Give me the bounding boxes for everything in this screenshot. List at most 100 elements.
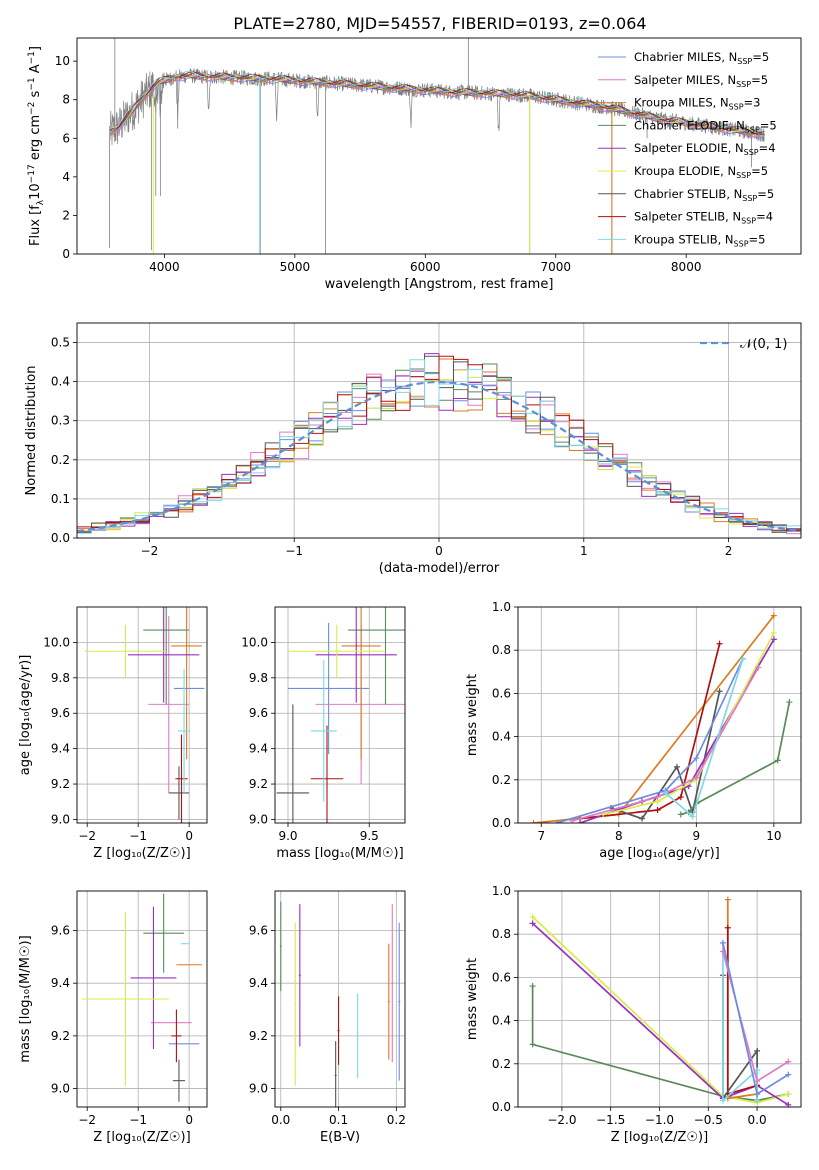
figure-title: PLATE=2780, MJD=54557, FIBERID=0193, z=0… <box>233 14 646 33</box>
weight-marker <box>553 820 560 823</box>
x-tick-label: −2 <box>78 829 96 843</box>
legend-label-n: =4 <box>756 210 773 224</box>
panel-weight-vs-age: 7 8 9 10 0.0 0.2 0.4 0.6 0.8 1.0 age [log₁₀(age/yr… <box>465 600 802 861</box>
plot-area <box>109 38 765 254</box>
x-tick-label: −0.5 <box>694 1113 723 1127</box>
y-axis-label-part: λ <box>36 199 46 205</box>
y-tick-label: 4 <box>62 170 70 184</box>
y-tick-label: 0.5 <box>51 336 70 350</box>
weight-line <box>531 986 789 1102</box>
y-tick-label: 9.4 <box>51 742 70 756</box>
weight-marker <box>719 1097 726 1104</box>
y-tick-label: 0.0 <box>492 1100 511 1114</box>
weight-line <box>726 899 758 1100</box>
y-tick-label: 9.2 <box>249 1029 268 1043</box>
y-tick-label: 9.0 <box>51 812 70 826</box>
weight-marker <box>774 757 781 764</box>
weight-marker <box>770 629 777 636</box>
weight-marker <box>786 699 793 706</box>
legend-label-n: =5 <box>751 164 768 178</box>
y-tick-label: 9.4 <box>51 976 70 990</box>
legend-label: 𝒩(0, 1) <box>740 337 787 352</box>
model-spectrum <box>109 74 765 136</box>
legend-label-sub: SSP <box>742 194 757 203</box>
y-axis-label-part: A <box>28 64 43 77</box>
legend-label-sub: SSP <box>745 125 760 134</box>
plot-area <box>82 893 202 1102</box>
x-tick-label: −1.5 <box>596 1113 625 1127</box>
y-tick-label: 0.6 <box>492 970 511 984</box>
legend-label-n: =5 <box>760 118 777 132</box>
x-tick-label: 0 <box>185 829 193 843</box>
weight-marker <box>716 688 723 695</box>
y-tick-label: 9.8 <box>51 671 70 685</box>
legend-label-sub: SSP <box>737 57 752 66</box>
y-tick-label: 0.8 <box>492 643 511 657</box>
weight-marker <box>785 1071 792 1078</box>
y-tick-label: 1.0 <box>492 600 511 614</box>
x-axis-label: Z [log₁₀(Z/Z☉)] <box>93 846 190 861</box>
x-tick-label: 5000 <box>280 260 311 274</box>
weight-line <box>722 942 758 1103</box>
x-tick-label: 2 <box>725 544 733 558</box>
x-tick-label: 0.1 <box>329 1113 348 1127</box>
x-tick-label: −1 <box>129 1113 147 1127</box>
weight-marker <box>530 820 537 823</box>
plot-area <box>529 896 792 1107</box>
legend-label: Salpeter MILES, NSSP=5 <box>634 73 768 89</box>
plot-area <box>84 607 205 823</box>
weight-line <box>726 927 758 1096</box>
y-tick-label: 6 <box>62 131 70 145</box>
plot-area <box>77 353 801 535</box>
y-axis-label: mass weight <box>465 674 480 756</box>
x-axis-label: mass [log₁₀(M/M☉)] <box>276 846 403 861</box>
x-axis-label: age [log₁₀(age/yr)] <box>599 846 720 861</box>
panel-weight-vs-Z: −2.0 −1.5 −1.0 −0.5 0.0 0.0 0.2 0.4 0.6 0.8 1.0 Z [… <box>465 884 802 1145</box>
x-tick-label: 8 <box>615 829 623 843</box>
legend-label-sub: SSP <box>729 103 744 112</box>
legend-label-n: =5 <box>757 187 774 201</box>
x-tick-label: 0 <box>185 1113 193 1127</box>
legend-label: Salpeter STELIB, NSSP=4 <box>634 210 773 226</box>
y-axis-label-part: −1 <box>27 77 37 90</box>
x-tick-label: 9.0 <box>278 829 297 843</box>
y-axis-label-part: erg cm <box>28 115 43 164</box>
weight-marker <box>662 789 669 796</box>
legend-label: Salpeter ELODIE, NSSP=4 <box>634 141 776 157</box>
y-tick-label: 0.3 <box>51 414 70 428</box>
legend-label-n: =5 <box>751 73 768 87</box>
y-tick-label: 8 <box>62 93 70 107</box>
x-tick-label: 0.0 <box>271 1113 290 1127</box>
y-tick-label: 10.0 <box>43 635 70 649</box>
weight-marker <box>654 794 661 801</box>
x-tick-label: 10 <box>766 829 781 843</box>
x-axis-label: wavelength [Angstrom, rest frame] <box>325 277 554 292</box>
weight-marker <box>529 913 536 920</box>
y-axis-label: Normed distribution <box>24 366 39 496</box>
y-tick-label: 9.0 <box>249 1082 268 1096</box>
y-tick-label: 0.4 <box>51 375 70 389</box>
weight-marker <box>654 807 661 814</box>
legend-label-text: Chabrier ELODIE, N <box>634 118 745 132</box>
legend-label-text: Salpeter MILES, N <box>634 73 736 87</box>
x-tick-label: −1.0 <box>645 1113 674 1127</box>
x-tick-label: 8000 <box>671 260 702 274</box>
residual-histogram <box>77 359 801 534</box>
weight-marker <box>529 983 536 990</box>
weight-marker <box>724 896 731 903</box>
x-axis-label: Z [log₁₀(Z/Z☉)] <box>611 1130 708 1145</box>
y-tick-label: 0 <box>62 247 70 261</box>
legend-label-text: Chabrier MILES, N <box>634 50 737 64</box>
y-tick-label: 9.0 <box>51 1082 70 1096</box>
normal-curve <box>77 380 801 533</box>
y-tick-label: 9.2 <box>249 777 268 791</box>
x-tick-label: −1 <box>285 544 303 558</box>
y-tick-label: 10 <box>55 54 70 68</box>
axes-frame <box>76 890 208 1108</box>
weight-marker <box>689 813 696 820</box>
legend-label: Chabrier ELODIE, NSSP=5 <box>634 118 777 134</box>
weight-marker <box>785 1058 792 1065</box>
weight-marker <box>770 636 777 643</box>
y-tick-label: 9.4 <box>249 742 268 756</box>
legend-label: Kroupa STELIB, NSSP=5 <box>634 232 765 248</box>
